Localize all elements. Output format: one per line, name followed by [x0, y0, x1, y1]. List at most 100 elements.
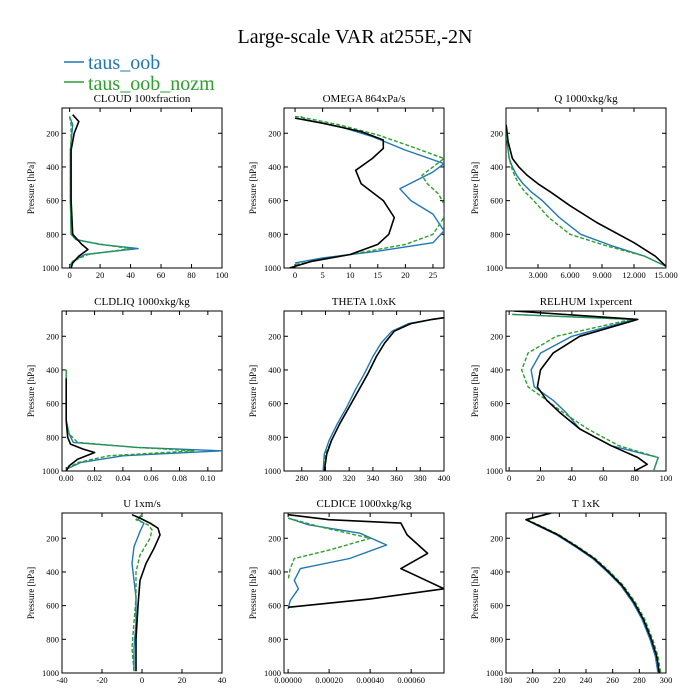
series-line-taus-oob: [68, 116, 139, 267]
y-tick-label: 600: [46, 601, 59, 611]
y-tick-label: 200: [46, 128, 59, 138]
y-axis-label: Pressure [hPa]: [26, 162, 36, 214]
x-tick-label: 300: [319, 473, 332, 483]
y-tick-label: 600: [490, 399, 503, 409]
x-tick-label: 10: [346, 270, 355, 280]
panel-title: Q 1000xkg/kg: [554, 93, 618, 105]
series-group: [506, 124, 666, 267]
y-tick-label: 200: [268, 128, 281, 138]
panel-4: CLDLIQ 1000xkg/kg Pressure [hPa] 200 400 600…: [26, 296, 223, 483]
y-tick-label: 600: [268, 601, 281, 611]
y-tick-label: 800: [46, 432, 59, 442]
x-tick-label: 5: [320, 270, 324, 280]
y-axis-label: Pressure [hPa]: [470, 567, 480, 619]
x-tick-label: 0: [140, 675, 144, 685]
x-tick-label: 12.000: [622, 270, 645, 280]
y-tick-label: 600: [268, 399, 281, 409]
y-axis-label: Pressure [hPa]: [470, 162, 480, 214]
x-tick-label: 400: [438, 473, 451, 483]
x-tick-label: 280: [295, 473, 308, 483]
series-line-black: [525, 513, 661, 673]
x-tick-label: 380: [414, 473, 427, 483]
series-group: [65, 369, 222, 471]
y-tick-label: 800: [490, 634, 503, 644]
panel-title: CLDLIQ 1000xkg/kg: [94, 296, 190, 308]
x-tick-label: 0.00060: [397, 675, 425, 685]
series-line-black: [289, 117, 396, 268]
y-tick-label: 1000: [486, 668, 503, 678]
y-axis-label: Pressure [hPa]: [470, 365, 480, 417]
series-line-taus-oob-nozm: [65, 369, 195, 470]
x-tick-label: 220: [553, 675, 566, 685]
y-tick-label: 600: [490, 196, 503, 206]
y-tick-label: 1000: [264, 263, 281, 273]
plot-frame: [283, 107, 445, 269]
y-axis-label: Pressure [hPa]: [26, 567, 36, 619]
x-tick-label: 0.08: [172, 473, 187, 483]
y-tick-label: 1000: [42, 466, 59, 476]
y-tick-label: 400: [46, 365, 59, 375]
x-tick-label: 100: [660, 473, 673, 483]
x-tick-label: 80: [187, 270, 196, 280]
x-tick-label: 0.10: [200, 473, 215, 483]
panel-title: U 1xm/s: [123, 498, 161, 510]
plot-frame: [61, 310, 223, 472]
plot-frame: [61, 512, 223, 674]
plot-frame: [505, 310, 667, 472]
x-tick-label: -20: [96, 675, 107, 685]
y-tick-label: 800: [46, 229, 59, 239]
series-line-taus-oob-nozm: [506, 124, 666, 267]
y-tick-label: 200: [490, 128, 503, 138]
series-line-black: [65, 378, 96, 471]
y-tick-label: 1000: [486, 466, 503, 476]
y-tick-label: 400: [268, 567, 281, 577]
legend: taus_oob taus_oob_nozm: [64, 52, 215, 95]
series-line-taus-oob-nozm: [512, 313, 659, 471]
x-tick-label: 20: [536, 473, 545, 483]
plot-frame: [61, 107, 223, 269]
x-tick-label: 60: [157, 270, 166, 280]
y-tick-label: 1000: [264, 466, 281, 476]
y-tick-label: 600: [46, 196, 59, 206]
figure-title: Large-scale VAR at255E,-2N: [238, 26, 473, 48]
x-tick-label: 20: [178, 675, 187, 685]
x-tick-label: 0: [67, 270, 71, 280]
series-group: [525, 513, 662, 673]
series-line-taus-oob-nozm: [68, 116, 132, 267]
x-tick-label: 3.000: [528, 270, 547, 280]
plot-frame: [283, 512, 445, 674]
y-tick-label: 800: [490, 432, 503, 442]
x-tick-label: 20: [401, 270, 410, 280]
plot-frame: [505, 107, 667, 269]
x-tick-label: 40: [568, 473, 577, 483]
y-tick-label: 800: [268, 634, 281, 644]
x-tick-label: 0.00040: [356, 675, 384, 685]
x-tick-label: 15.000: [654, 270, 677, 280]
series-line-taus-oob: [287, 517, 388, 610]
x-tick-label: 15: [374, 270, 383, 280]
x-tick-label: 360: [390, 473, 403, 483]
y-tick-label: 800: [268, 229, 281, 239]
series-line-black: [70, 114, 89, 268]
x-tick-label: 0: [293, 270, 297, 280]
series-line-black: [513, 311, 649, 471]
panel-title: CLOUD 100xfraction: [94, 93, 191, 105]
x-tick-label: 6.000: [560, 270, 579, 280]
y-tick-label: 600: [490, 601, 503, 611]
x-tick-label: 320: [343, 473, 356, 483]
series-line-taus-oob: [512, 313, 659, 471]
x-tick-label: 200: [526, 675, 539, 685]
x-tick-label: 180: [500, 675, 513, 685]
y-tick-label: 400: [268, 365, 281, 375]
x-tick-label: 40: [218, 675, 227, 685]
x-tick-label: 80: [630, 473, 639, 483]
series-line-black: [288, 513, 444, 609]
series-group: [287, 513, 444, 610]
panel-8: CLDICE 1000xkg/kg Pressure [hPa] 200 400 600…: [248, 498, 445, 685]
y-tick-label: 600: [268, 196, 281, 206]
